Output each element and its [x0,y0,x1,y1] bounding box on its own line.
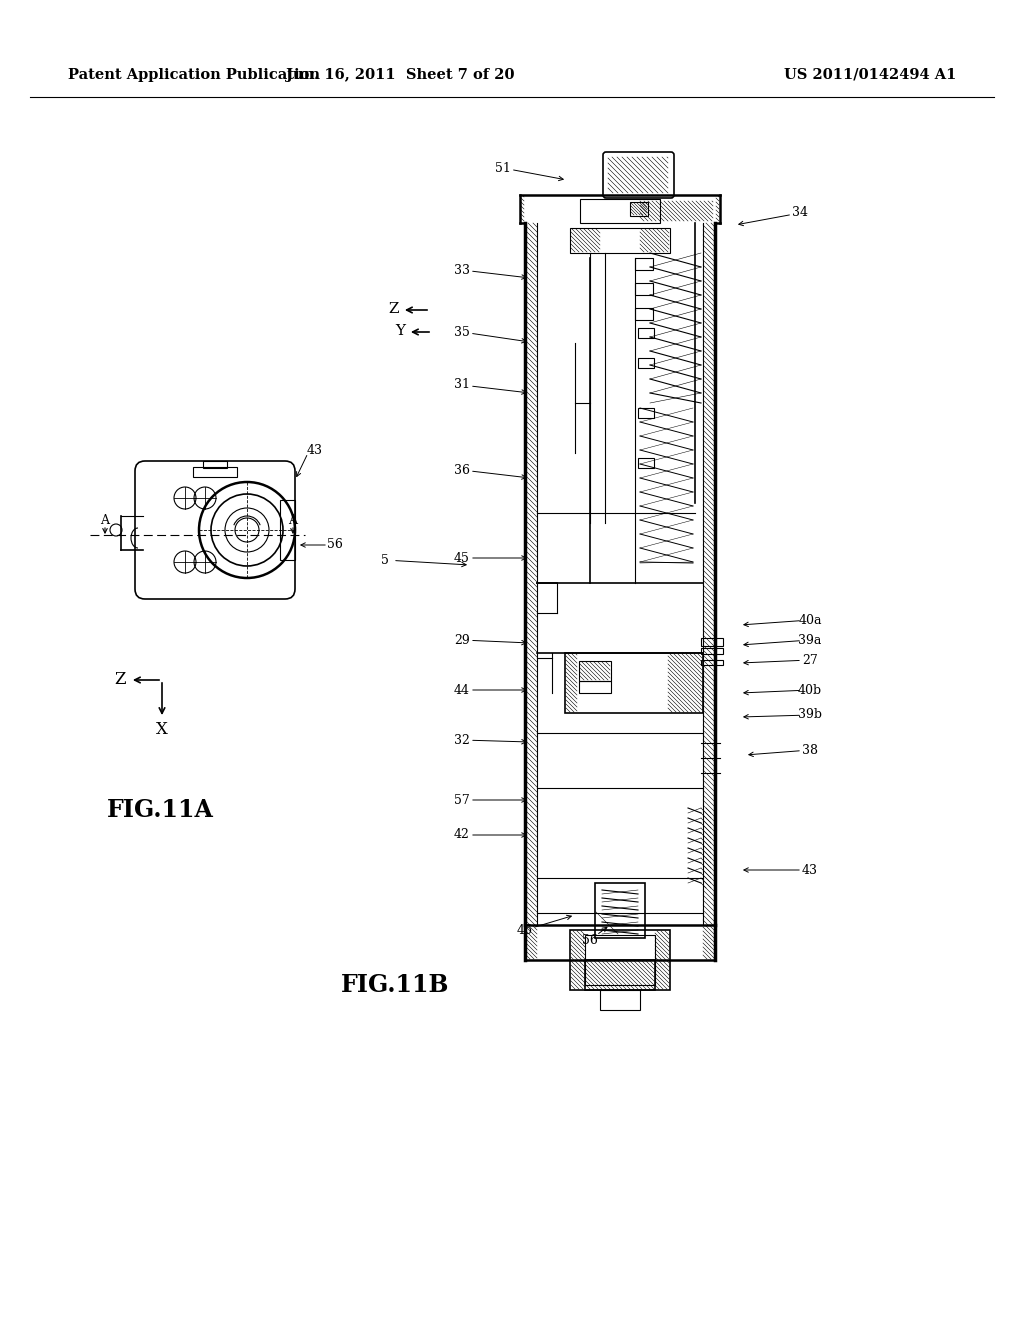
Bar [701,660,723,665]
Bar [580,199,660,223]
Bar [635,257,653,271]
Text: 35: 35 [454,326,470,338]
Bar [570,228,670,253]
Text: US 2011/0142494 A1: US 2011/0142494 A1 [783,69,956,82]
Text: 31: 31 [454,379,470,392]
Text: 43: 43 [307,444,323,457]
Bar [585,960,655,990]
Text: FIG.11B: FIG.11B [341,973,450,997]
Text: Z: Z [389,302,399,315]
Text: 56: 56 [582,933,598,946]
Text: 39a: 39a [799,634,821,647]
Bar [701,648,723,653]
Bar [203,461,227,469]
Text: Z: Z [115,672,126,689]
Text: Y: Y [395,323,406,338]
Bar [280,500,295,560]
Text: Patent Application Publication: Patent Application Publication [68,69,319,82]
Text: 29: 29 [454,634,470,647]
Bar [630,202,648,216]
Text: 51: 51 [495,161,511,174]
Bar [635,282,653,294]
Text: X: X [156,722,168,738]
Bar [638,408,654,418]
Bar [565,653,703,713]
Bar [701,638,723,645]
Bar [585,935,655,985]
Text: A: A [289,515,298,528]
Bar [570,931,670,990]
Text: 43: 43 [802,863,818,876]
Text: 45: 45 [454,552,470,565]
Bar [579,681,611,693]
Text: 27: 27 [802,653,818,667]
Text: 40a: 40a [799,614,821,627]
Text: 36: 36 [454,463,470,477]
Text: 44: 44 [454,684,470,697]
Bar [600,990,640,1010]
Bar [193,467,237,477]
Text: 57: 57 [454,793,470,807]
Text: A: A [100,515,110,528]
Text: 40b: 40b [798,684,822,697]
Bar [638,358,654,368]
Bar [595,883,645,939]
Bar [638,327,654,338]
Bar [579,661,611,681]
Bar [638,458,654,469]
Text: FIG.11A: FIG.11A [106,799,213,822]
Text: 56: 56 [327,539,343,552]
Text: 39b: 39b [798,709,822,722]
Text: 46: 46 [517,924,534,936]
Text: 32: 32 [454,734,470,747]
Text: 38: 38 [802,743,818,756]
Text: 33: 33 [454,264,470,276]
Text: 42: 42 [454,829,470,842]
Bar [635,308,653,319]
Text: 5: 5 [381,553,389,566]
Text: 34: 34 [792,206,808,219]
Text: Jun. 16, 2011  Sheet 7 of 20: Jun. 16, 2011 Sheet 7 of 20 [286,69,514,82]
